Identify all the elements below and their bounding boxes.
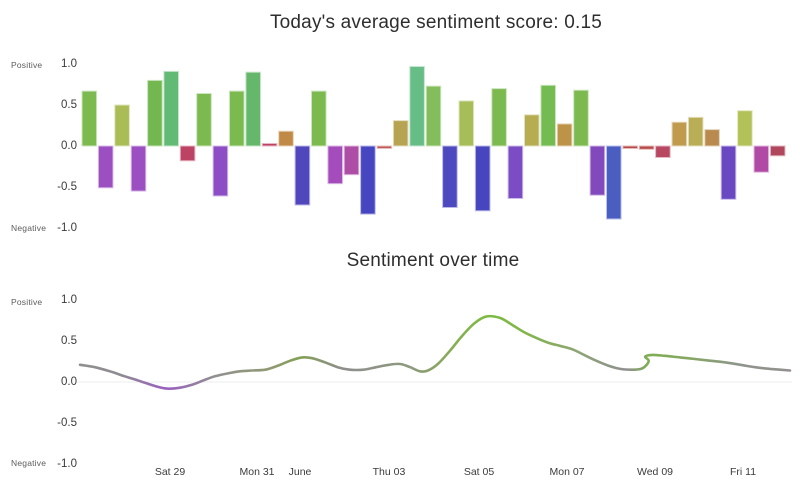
sentiment-bar — [704, 129, 720, 147]
sentiment-bar — [114, 104, 130, 147]
sentiment-bar — [278, 130, 294, 147]
line-chart-xtick: Mon 07 — [549, 466, 585, 478]
sentiment-bar — [81, 90, 98, 147]
line-chart-xtick: Sat 05 — [463, 466, 495, 478]
sentiment-bar — [671, 121, 688, 147]
sentiment-bar — [229, 90, 245, 147]
sentiment-bar — [491, 88, 507, 147]
sentiment-bar — [130, 145, 147, 192]
sentiment-bar — [753, 145, 770, 173]
line-chart-xtick: Thu 03 — [372, 466, 406, 478]
line-chart-title: Sentiment over time — [346, 250, 520, 271]
sentiment-bar — [606, 145, 622, 220]
bar-chart-ytick: -1.0 — [57, 222, 77, 234]
sentiment-bar — [524, 114, 540, 147]
sentiment-bar — [360, 145, 376, 215]
line-chart-ytick: -0.5 — [57, 417, 77, 429]
sentiment-bar — [425, 85, 442, 147]
sentiment-bar — [376, 145, 393, 149]
line-chart-xtick: June — [288, 466, 312, 478]
sentiment-bar — [163, 70, 179, 147]
sentiment-bar — [769, 145, 786, 157]
line-chart-xtick: Sat 29 — [154, 466, 186, 478]
sentiment-bar — [196, 93, 212, 147]
sentiment-bar — [179, 145, 196, 162]
sentiment-bar — [720, 145, 737, 200]
bar-chart-ytick: 0.5 — [61, 99, 77, 111]
sentiment-bar — [343, 145, 360, 176]
sentiment-bar — [294, 145, 311, 206]
sentiment-bar — [147, 79, 163, 147]
sentiment-bar — [638, 145, 655, 150]
sentiment-bar — [540, 84, 557, 147]
sentiment-bar — [409, 66, 425, 147]
line-chart-xtick: Wed 09 — [637, 466, 673, 478]
sentiment-bar — [687, 116, 704, 147]
sentiment-bar — [556, 123, 573, 147]
bar-chart-positive-label: Positive — [11, 60, 43, 70]
sentiment-bar — [573, 89, 589, 147]
bar-chart-ytick: 1.0 — [61, 58, 77, 70]
sentiment-bar — [311, 90, 327, 147]
line-chart-xtick: Mon 31 — [239, 466, 275, 478]
sentiment-bar — [622, 145, 639, 149]
line-chart-ytick: 1.0 — [61, 294, 77, 306]
sentiment-bar — [458, 100, 475, 147]
bar-chart-ytick: -0.5 — [57, 181, 77, 193]
sentiment-bar — [737, 110, 753, 147]
bar-chart-title: Today's average sentiment score: 0.15 — [269, 12, 603, 33]
sentiment-bar — [442, 145, 458, 208]
line-chart-ytick: -1.0 — [57, 458, 77, 470]
sentiment-bar — [327, 145, 343, 185]
sentiment-bar — [97, 145, 114, 189]
sentiment-bar — [245, 71, 261, 147]
line-chart-xtick: Fri 11 — [729, 466, 757, 478]
line-chart-positive-label: Positive — [11, 297, 43, 307]
sentiment-bar — [589, 145, 606, 196]
sentiment-bar — [474, 145, 491, 212]
sentiment-bar — [212, 145, 229, 197]
line-chart-negative-label: Negative — [11, 458, 47, 468]
sentiment-bar — [392, 120, 409, 147]
bar-chart-negative-label: Negative — [11, 223, 47, 233]
sentiment-bar — [655, 145, 671, 158]
sentiment-bar — [507, 145, 524, 199]
sentiment-line — [78, 314, 792, 390]
bar-chart-ytick: 0.0 — [61, 140, 77, 152]
line-chart-ytick: 0.0 — [61, 376, 77, 388]
line-chart-ytick: 0.5 — [61, 335, 77, 347]
sentiment-bar — [261, 143, 278, 147]
